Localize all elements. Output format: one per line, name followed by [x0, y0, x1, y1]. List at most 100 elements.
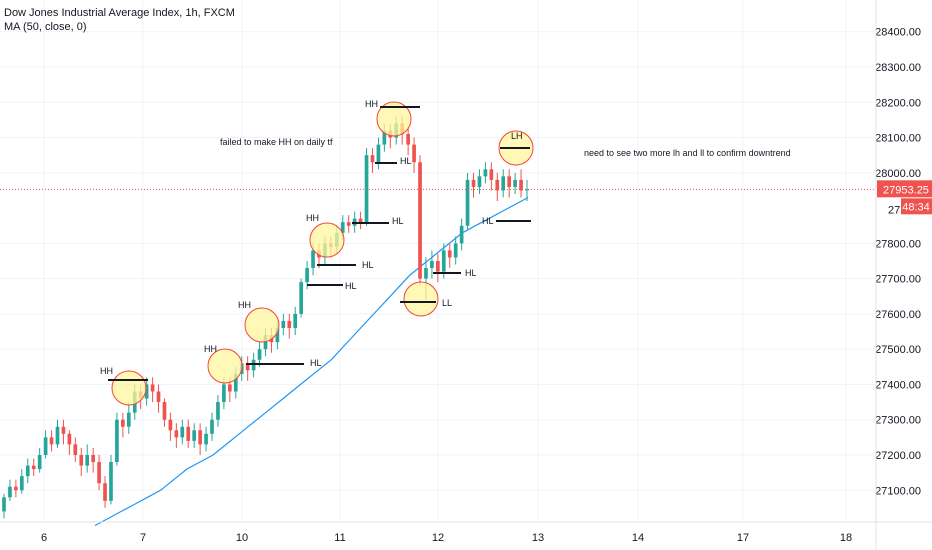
candle-body [186, 426, 191, 441]
candle-body [459, 225, 464, 244]
candle [61, 419, 66, 445]
candle-body [156, 391, 161, 403]
pattern-label: HH [365, 99, 378, 109]
candle-body [245, 363, 250, 371]
y-tick-partial-label: 27 [888, 204, 900, 216]
pattern-label: HL [345, 281, 357, 291]
candle [287, 313, 292, 339]
candle-body [507, 176, 512, 187]
candle [501, 169, 506, 198]
candle-body [441, 250, 446, 272]
candle-body [204, 433, 208, 445]
candle [180, 419, 185, 445]
candle [216, 395, 220, 427]
y-tick-label: 27600.00 [875, 309, 921, 321]
candle [37, 447, 42, 473]
y-tick-label: 27300.00 [875, 415, 921, 427]
candle-body [299, 282, 304, 314]
candle-body [61, 426, 66, 434]
candle-body [358, 218, 363, 223]
candle [91, 447, 95, 473]
candle [67, 430, 72, 455]
candle [358, 211, 363, 230]
legend: Dow Jones Industrial Average Index, 1h, … [4, 6, 235, 34]
legend-symbol[interactable]: Dow Jones Industrial Average Index, 1h, … [4, 7, 235, 19]
candle-body [162, 402, 167, 420]
candle [25, 458, 30, 484]
candle-body [97, 462, 101, 484]
candle [281, 313, 286, 336]
candle [79, 447, 84, 477]
candle [109, 454, 113, 505]
candle [299, 278, 304, 318]
last-price-tag [877, 180, 932, 198]
candle-body [465, 179, 470, 226]
candle-body [483, 169, 488, 177]
pattern-label: HL [392, 216, 404, 226]
candle [376, 137, 381, 170]
candle [162, 398, 167, 427]
candle [436, 253, 440, 283]
candle [251, 352, 256, 378]
candle-body [430, 261, 434, 269]
candle [293, 306, 298, 336]
countdown-tag [901, 198, 932, 215]
candle-body [489, 169, 494, 180]
candle [513, 172, 517, 194]
candle [150, 377, 155, 403]
candle [459, 218, 464, 251]
candle-body [287, 320, 292, 329]
pattern-label: HL [482, 216, 494, 226]
candle-body [210, 419, 214, 434]
x-tick-label: 14 [632, 532, 644, 544]
drawings-layer[interactable]: HH HH HH HH HH LH LL HL HL HL HL HL HL HL failed to ma… [100, 99, 791, 406]
candle-body [311, 250, 315, 269]
candle [430, 250, 434, 279]
candle [489, 162, 494, 191]
y-tick-label: 28000.00 [875, 168, 921, 180]
price-line-layer: 27 27953.25 48:34 [0, 180, 932, 216]
candle-body [37, 454, 42, 470]
candle [412, 137, 416, 173]
candle-body [340, 222, 345, 233]
candle [370, 148, 375, 173]
candle-body [180, 426, 185, 438]
candle [55, 419, 60, 448]
x-tick-label: 11 [334, 532, 345, 544]
candle-body [144, 384, 149, 399]
candle-body [376, 144, 381, 163]
candle-body [275, 328, 280, 343]
candle-body [424, 268, 428, 279]
candle-body [471, 179, 476, 187]
annotation-circle [403, 281, 439, 317]
candle-body [257, 349, 262, 360]
pattern-label: HL [310, 358, 322, 368]
candle [418, 155, 422, 286]
legend-indicator[interactable]: MA (50, close, 0) [4, 21, 87, 33]
candle [453, 236, 458, 265]
y-tick-label: 27200.00 [875, 450, 921, 462]
note-text: need to see two more lh and ll to confir… [584, 148, 791, 158]
candle-body [227, 384, 232, 392]
candle [519, 169, 523, 198]
candle-body [346, 222, 351, 226]
candle [346, 215, 351, 233]
y-tick-label: 28100.00 [875, 133, 921, 145]
candle [471, 172, 476, 198]
candle [121, 412, 125, 438]
candle-body [79, 454, 84, 466]
candle [97, 454, 101, 491]
candle [507, 169, 512, 198]
candle [115, 412, 119, 466]
annotation-circle [111, 370, 147, 406]
candle-body [85, 454, 90, 466]
pattern-label: LH [511, 131, 523, 141]
candle-body [305, 268, 309, 283]
candle [204, 426, 208, 452]
candle [477, 169, 482, 194]
candle-body [109, 462, 113, 501]
candle [465, 172, 470, 230]
pattern-label: LL [442, 298, 452, 308]
